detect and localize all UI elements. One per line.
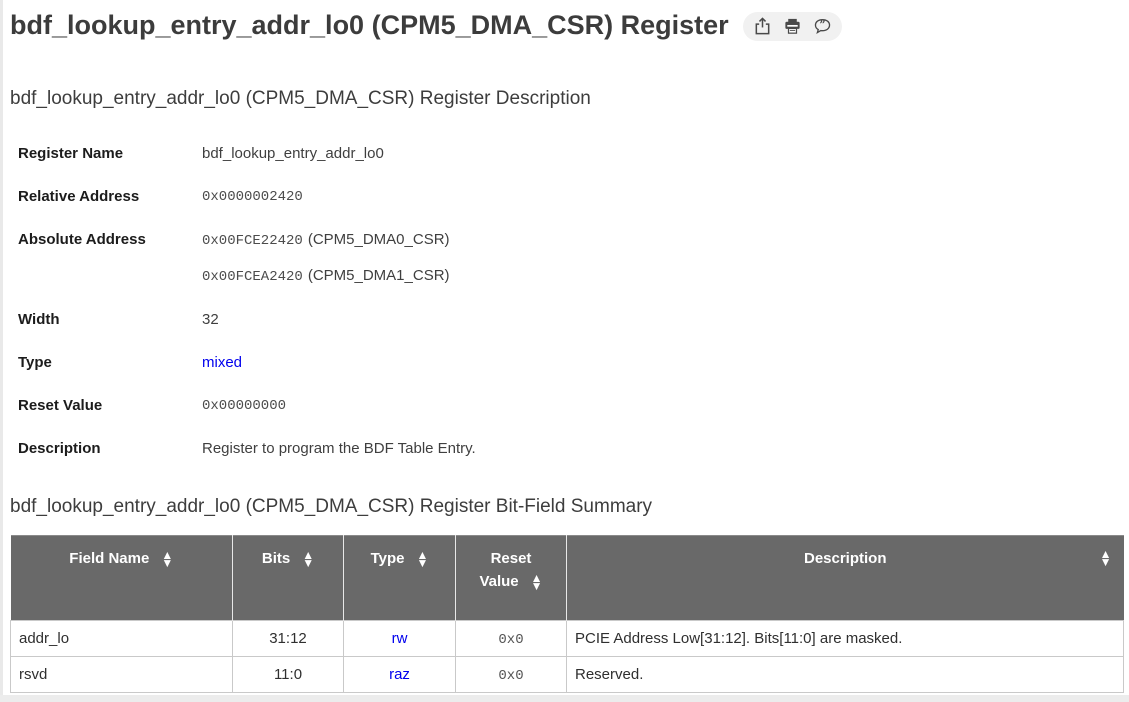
- type-label: Type: [18, 354, 52, 371]
- info-row-absolute-address: Absolute Address 0x00FCE22420 (CPM5_DMA0_…: [10, 229, 1129, 288]
- page-bottom-edge: [0, 695, 1129, 702]
- info-row-width: Width 32: [10, 309, 1129, 331]
- reset-value-value: 0x00000000: [202, 398, 287, 414]
- reset-value-header-line2: Value: [479, 573, 519, 590]
- info-row-relative-address: Relative Address 0x0000002420: [10, 186, 1129, 208]
- register-name-value: bdf_lookup_entry_addr_lo0: [202, 145, 384, 162]
- absolute-address-2-domain: (CPM5_DMA1_CSR): [307, 267, 450, 284]
- type-value-link[interactable]: mixed: [202, 354, 243, 371]
- bitfield-header-row: Field Name ▲ ▼ Bits ▲ ▼ Type ▲ ▼: [10, 535, 1124, 621]
- bits-cell: 31:12: [232, 620, 344, 657]
- column-header-reset-value[interactable]: Reset Value ▲ ▼: [455, 535, 567, 621]
- register-description-heading: bdf_lookup_entry_addr_lo0 (CPM5_DMA_CSR)…: [10, 88, 591, 109]
- info-row-reset-value: Reset Value 0x00000000: [10, 395, 1129, 417]
- table-row-addr-lo: addr_lo 31:12 rw 0x0 PCIE Address Low[31…: [10, 620, 1124, 657]
- relative-address-label: Relative Address: [18, 188, 140, 205]
- field-name-cell: addr_lo: [10, 620, 233, 657]
- column-header-bits[interactable]: Bits ▲ ▼: [232, 535, 344, 621]
- bitfield-summary-heading: bdf_lookup_entry_addr_lo0 (CPM5_DMA_CSR)…: [10, 496, 653, 517]
- reset-value-cell: 0x0: [498, 667, 524, 684]
- page-left-edge: [0, 0, 3, 702]
- print-button[interactable]: [783, 17, 802, 36]
- type-header-label: Type: [370, 550, 405, 567]
- absolute-address-line-2: 0x00FCEA2420 (CPM5_DMA1_CSR): [202, 265, 450, 288]
- sort-icon: ▲ ▼: [1099, 547, 1112, 569]
- description-cell: PCIE Address Low[31:12]. Bits[11:0] are …: [566, 620, 1124, 657]
- sort-icon: ▲ ▼: [416, 547, 429, 570]
- description-header-label: Description: [803, 550, 887, 567]
- column-header-field-name[interactable]: Field Name ▲ ▼: [10, 535, 233, 621]
- reset-value-cell: 0x0: [498, 631, 524, 648]
- column-header-description[interactable]: Description ▲ ▼: [566, 535, 1124, 621]
- field-name-cell: rsvd: [10, 656, 233, 693]
- info-row-description: Description Register to program the BDF …: [10, 438, 1129, 460]
- register-name-label: Register Name: [18, 145, 124, 162]
- width-value: 32: [202, 311, 219, 328]
- absolute-address-1-hex: 0x00FCE22420: [202, 233, 303, 249]
- reset-value-label: Reset Value: [18, 397, 103, 414]
- title-row: bdf_lookup_entry_addr_lo0 (CPM5_DMA_CSR)…: [10, 8, 1129, 41]
- field-name-header-label: Field Name: [69, 550, 150, 567]
- bitfield-summary-table: Field Name ▲ ▼ Bits ▲ ▼ Type ▲ ▼: [10, 535, 1124, 693]
- absolute-address-value: 0x00FCE22420 (CPM5_DMA0_CSR) 0x00FCEA2420…: [202, 229, 450, 288]
- table-row-rsvd: rsvd 11:0 raz 0x0 Reserved.: [10, 656, 1124, 693]
- width-label: Width: [18, 311, 60, 328]
- relative-address-value: 0x0000002420: [202, 189, 303, 205]
- bits-cell: 11:0: [232, 656, 344, 693]
- page-actions: ”: [742, 12, 842, 41]
- share-button[interactable]: [753, 17, 772, 36]
- absolute-address-label: Absolute Address: [18, 231, 146, 248]
- absolute-address-2-hex: 0x00FCEA2420: [202, 269, 303, 285]
- sort-icon: ▲ ▼: [530, 570, 543, 593]
- share-icon: [755, 17, 770, 35]
- type-cell-link[interactable]: raz: [389, 666, 410, 683]
- column-header-type[interactable]: Type ▲ ▼: [343, 535, 456, 621]
- page-title: bdf_lookup_entry_addr_lo0 (CPM5_DMA_CSR)…: [10, 9, 729, 40]
- description-cell: Reserved.: [566, 656, 1124, 693]
- type-cell-link[interactable]: rw: [391, 630, 408, 647]
- info-row-type: Type mixed: [10, 352, 1129, 374]
- info-row-register-name: Register Name bdf_lookup_entry_addr_lo0: [10, 143, 1129, 165]
- feedback-button[interactable]: ”: [813, 17, 832, 36]
- sort-icon: ▲ ▼: [302, 547, 315, 570]
- description-label: Description: [18, 440, 101, 457]
- reset-value-header-line1: Reset: [490, 550, 532, 567]
- description-value: Register to program the BDF Table Entry.: [202, 440, 476, 457]
- absolute-address-1-domain: (CPM5_DMA0_CSR): [307, 231, 450, 248]
- sort-icon: ▲ ▼: [161, 547, 174, 570]
- register-info-list: Register Name bdf_lookup_entry_addr_lo0 …: [10, 143, 1129, 460]
- bits-header-label: Bits: [261, 550, 291, 567]
- svg-text:”: ”: [819, 19, 825, 31]
- feedback-icon: ”: [814, 19, 830, 34]
- print-icon: [785, 18, 800, 34]
- absolute-address-line-1: 0x00FCE22420 (CPM5_DMA0_CSR): [202, 229, 450, 252]
